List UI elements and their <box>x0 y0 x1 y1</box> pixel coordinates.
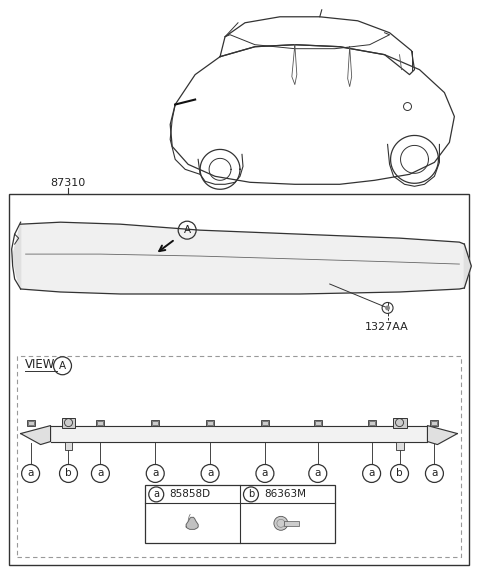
Text: A: A <box>59 361 66 371</box>
Bar <box>284 521 299 526</box>
Text: a: a <box>262 468 268 479</box>
Polygon shape <box>21 425 50 444</box>
Polygon shape <box>428 425 457 444</box>
Text: a: a <box>153 490 159 499</box>
Bar <box>262 421 268 425</box>
Bar <box>369 421 374 425</box>
Bar <box>396 441 404 449</box>
Text: b: b <box>65 468 72 479</box>
Text: A: A <box>183 225 191 235</box>
Bar <box>152 421 158 425</box>
Bar <box>26 420 35 425</box>
Circle shape <box>274 517 288 530</box>
Bar <box>28 421 34 425</box>
Text: 85858D: 85858D <box>169 490 210 499</box>
Polygon shape <box>21 222 464 294</box>
Bar <box>96 420 104 425</box>
Bar <box>9 194 469 565</box>
Polygon shape <box>12 224 21 289</box>
Bar <box>314 420 322 425</box>
Bar <box>315 421 321 425</box>
Bar <box>368 420 376 425</box>
Text: 87310: 87310 <box>50 179 86 188</box>
Bar <box>393 418 407 428</box>
Circle shape <box>385 305 390 311</box>
Bar <box>64 441 72 449</box>
Bar <box>431 420 438 425</box>
Bar <box>206 420 214 425</box>
Polygon shape <box>50 425 428 441</box>
Text: a: a <box>207 468 213 479</box>
Bar <box>432 421 437 425</box>
Text: VIEW: VIEW <box>24 358 55 371</box>
Bar <box>97 421 103 425</box>
Text: a: a <box>314 468 321 479</box>
Text: a: a <box>369 468 375 479</box>
Polygon shape <box>464 244 471 288</box>
Text: 1327AA: 1327AA <box>365 322 408 332</box>
Text: a: a <box>97 468 104 479</box>
Text: b: b <box>248 490 254 499</box>
Bar <box>207 421 213 425</box>
Bar <box>61 418 75 428</box>
Bar <box>145 486 335 543</box>
Bar <box>261 420 269 425</box>
Text: a: a <box>431 468 438 479</box>
Polygon shape <box>186 517 198 529</box>
Bar <box>17 356 461 557</box>
Text: b: b <box>396 468 403 479</box>
Text: a: a <box>27 468 34 479</box>
Text: 86363M: 86363M <box>264 490 306 499</box>
Bar <box>151 420 159 425</box>
Text: a: a <box>152 468 158 479</box>
